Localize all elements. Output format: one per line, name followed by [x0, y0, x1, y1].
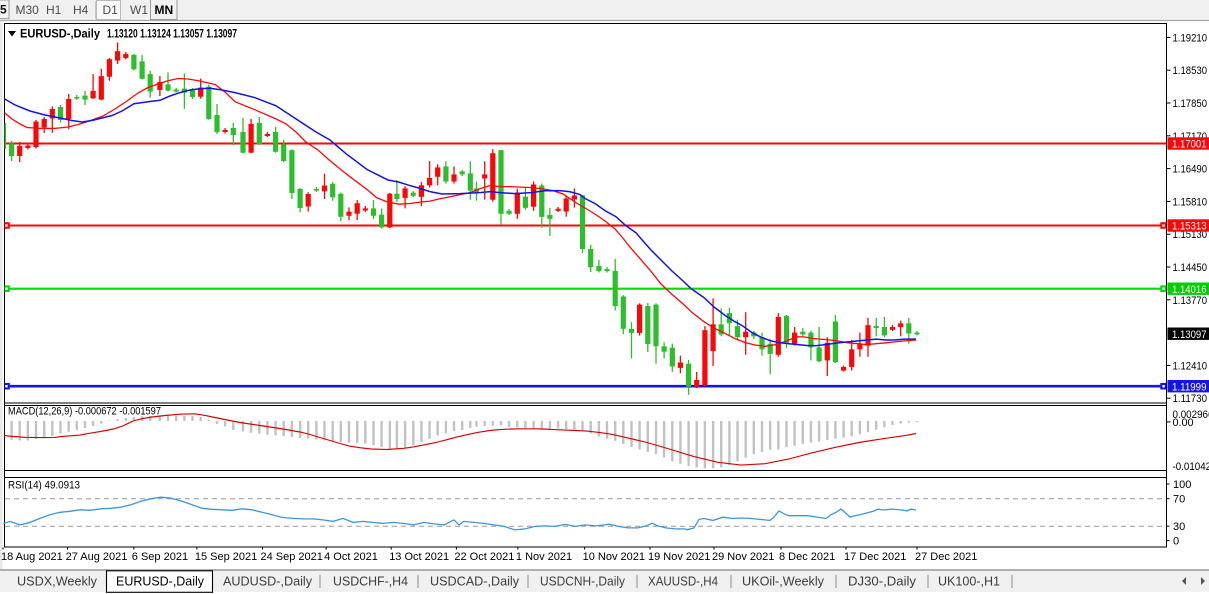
svg-text:-0.010422: -0.010422	[1173, 461, 1209, 473]
svg-text:1.13097: 1.13097	[1172, 329, 1207, 341]
svg-text:19 Nov 2021: 19 Nov 2021	[648, 551, 710, 563]
svg-text:15 Sep 2021: 15 Sep 2021	[195, 551, 257, 563]
svg-text:1.13120 1.13124 1.13057 1.1309: 1.13120 1.13124 1.13057 1.13097	[107, 29, 237, 41]
svg-text:USDCAD-,Daily: USDCAD-,Daily	[430, 575, 520, 589]
svg-text:DJ30-,Daily: DJ30-,Daily	[848, 575, 917, 589]
svg-text:1.13770: 1.13770	[1173, 295, 1208, 307]
svg-text:27 Dec 2021: 27 Dec 2021	[915, 551, 977, 563]
svg-text:USDCHF-,H4: USDCHF-,H4	[333, 575, 408, 589]
svg-text:1.15130: 1.15130	[1173, 229, 1208, 241]
svg-text:1.14450: 1.14450	[1173, 262, 1208, 274]
svg-text:1.19210: 1.19210	[1173, 32, 1208, 44]
svg-text:10 Nov 2021: 10 Nov 2021	[583, 551, 645, 563]
svg-text:0.00: 0.00	[1173, 417, 1194, 429]
svg-text:22 Oct 2021: 22 Oct 2021	[454, 551, 514, 563]
svg-text:27 Aug 2021: 27 Aug 2021	[66, 551, 128, 563]
svg-text:1.12410: 1.12410	[1173, 360, 1208, 372]
svg-text:30: 30	[1173, 521, 1185, 533]
svg-text:0: 0	[1173, 536, 1179, 548]
svg-text:70: 70	[1173, 494, 1185, 506]
svg-text:H1: H1	[46, 3, 62, 17]
svg-text:1.11730: 1.11730	[1173, 393, 1208, 405]
svg-text:H4: H4	[73, 3, 89, 17]
svg-text:W1: W1	[130, 3, 148, 17]
svg-text:5: 5	[0, 3, 7, 17]
svg-text:RSI(14) 49.0913: RSI(14) 49.0913	[8, 480, 80, 492]
svg-text:0.002966: 0.002966	[1173, 409, 1209, 421]
svg-text:MN: MN	[155, 3, 174, 17]
svg-text:29 Nov 2021: 29 Nov 2021	[712, 551, 774, 563]
svg-text:1 Nov 2021: 1 Nov 2021	[516, 551, 572, 563]
svg-text:1.14016: 1.14016	[1172, 284, 1207, 296]
svg-text:100: 100	[1173, 479, 1191, 491]
svg-text:1.17850: 1.17850	[1173, 98, 1208, 110]
svg-text:EURUSD-,Daily: EURUSD-,Daily	[116, 575, 205, 589]
svg-text:1.11999: 1.11999	[1172, 381, 1207, 393]
svg-text:1.17001: 1.17001	[1172, 139, 1207, 151]
svg-text:18 Aug 2021: 18 Aug 2021	[1, 551, 63, 563]
svg-text:8 Dec 2021: 8 Dec 2021	[779, 551, 835, 563]
svg-text:6 Sep 2021: 6 Sep 2021	[132, 551, 188, 563]
svg-text:MACD(12,26,9) -0.000672 -0.001: MACD(12,26,9) -0.000672 -0.001597	[8, 406, 161, 418]
svg-text:AUDUSD-,Daily: AUDUSD-,Daily	[223, 575, 313, 589]
svg-text:1.16490: 1.16490	[1173, 164, 1208, 176]
svg-text:USDCNH-,Daily: USDCNH-,Daily	[540, 575, 626, 589]
svg-text:EURUSD-,Daily: EURUSD-,Daily	[20, 29, 101, 41]
svg-text:USDX,Weekly: USDX,Weekly	[17, 575, 98, 589]
svg-text:1.15810: 1.15810	[1173, 196, 1208, 208]
svg-text:1.15313: 1.15313	[1172, 221, 1207, 233]
svg-text:4 Oct 2021: 4 Oct 2021	[324, 551, 378, 563]
svg-text:13 Oct 2021: 13 Oct 2021	[389, 551, 449, 563]
svg-text:M30: M30	[16, 3, 40, 17]
svg-text:17 Dec 2021: 17 Dec 2021	[844, 551, 906, 563]
svg-text:UKOil-,Weekly: UKOil-,Weekly	[742, 575, 825, 589]
svg-text:1.18530: 1.18530	[1173, 65, 1208, 77]
svg-text:24 Sep 2021: 24 Sep 2021	[261, 551, 323, 563]
svg-text:UK100-,H1: UK100-,H1	[938, 575, 1000, 589]
svg-text:D1: D1	[103, 3, 119, 17]
svg-text:XAUUSD-,H4: XAUUSD-,H4	[648, 575, 718, 589]
